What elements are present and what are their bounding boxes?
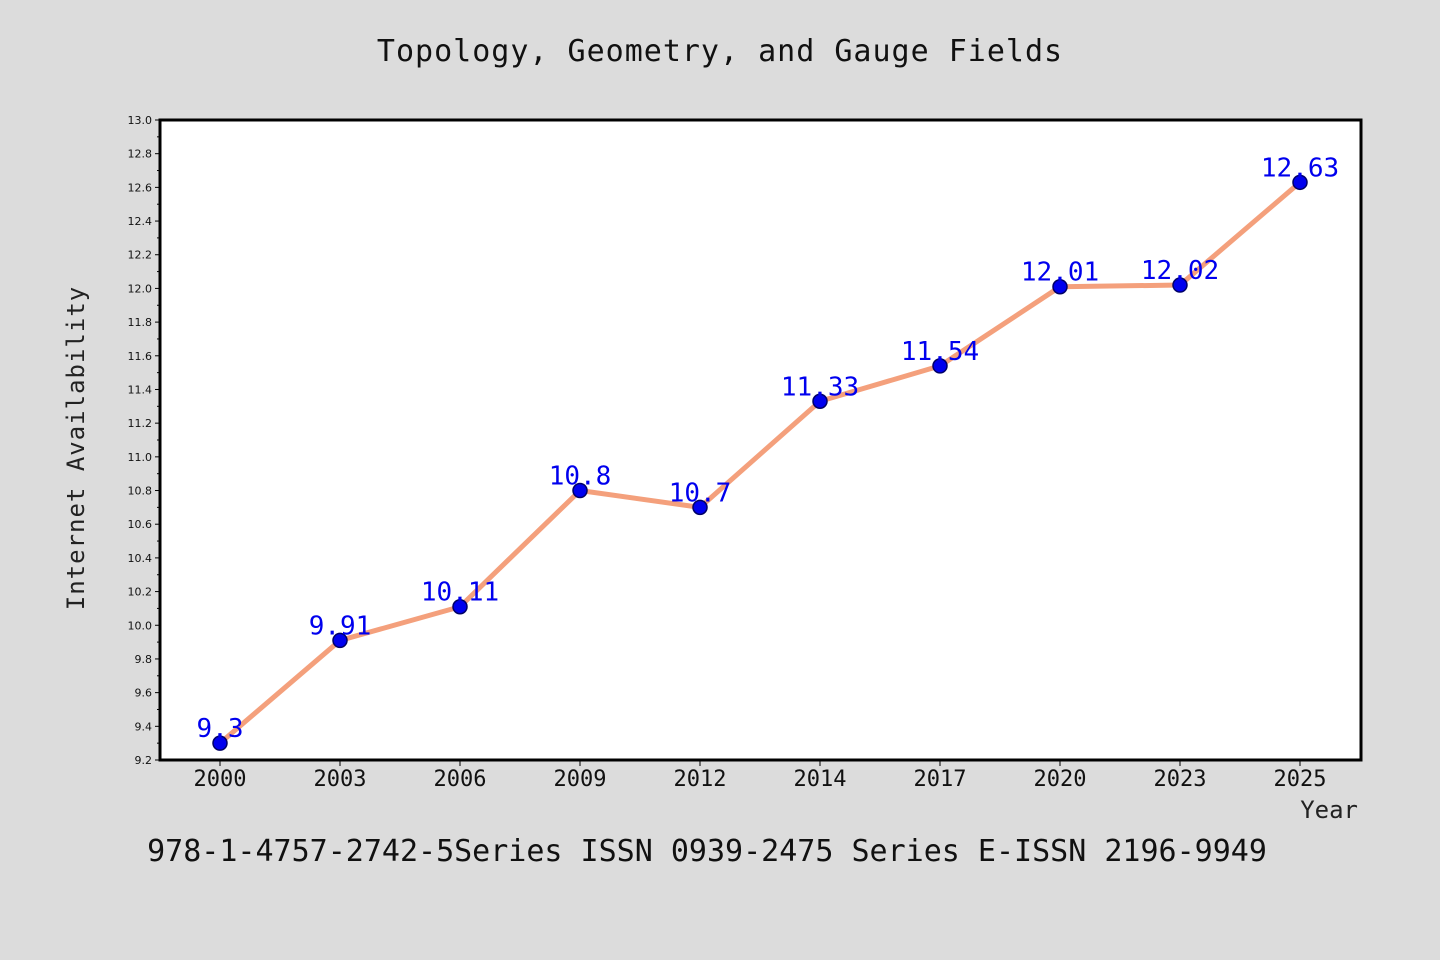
y-tick-label: 11.4 bbox=[128, 383, 153, 396]
y-tick-label: 12.8 bbox=[128, 148, 153, 161]
data-point-marker bbox=[692, 499, 708, 516]
data-point-marker bbox=[812, 393, 828, 410]
x-tick-label: 2017 bbox=[914, 767, 967, 792]
series-line bbox=[217, 179, 1303, 746]
chart-title: Topology, Geometry, and Gauge Fields bbox=[376, 34, 1064, 69]
x-tick-label: 2014 bbox=[794, 767, 847, 792]
data-label: 10.7 bbox=[669, 478, 732, 508]
data-point-marker bbox=[932, 358, 948, 374]
x-tick-label: 2023 bbox=[1154, 767, 1207, 792]
data-point-marker bbox=[212, 735, 228, 751]
y-tick-label: 12.2 bbox=[128, 249, 153, 262]
data-point-marker bbox=[1052, 278, 1068, 295]
data-label: 9.91 bbox=[309, 611, 372, 641]
x-tick-label: 2020 bbox=[1034, 767, 1087, 792]
data-point-marker bbox=[572, 482, 588, 499]
x-tick-label: 2025 bbox=[1274, 767, 1327, 792]
data-label: 9.3 bbox=[197, 714, 244, 744]
x-tick-label: 2012 bbox=[674, 767, 727, 792]
y-tick-label: 11.6 bbox=[128, 350, 153, 363]
y-tick-label: 9.6 bbox=[135, 687, 153, 700]
data-point-marker bbox=[332, 632, 348, 649]
y-tick-label: 10.6 bbox=[128, 518, 153, 531]
y-tick-label: 9.8 bbox=[135, 653, 153, 666]
y-tick-label: 11.0 bbox=[128, 451, 153, 464]
y-tick-label: 9.4 bbox=[135, 720, 153, 733]
x-tick-label: 2009 bbox=[554, 767, 607, 792]
x-tick-label: 2006 bbox=[434, 767, 487, 792]
data-point-marker bbox=[452, 598, 468, 615]
data-label: 12.02 bbox=[1141, 256, 1219, 286]
y-tick-label: 9.2 bbox=[135, 754, 153, 767]
y-tick-label: 13.0 bbox=[128, 114, 153, 127]
x-tick-label: 2003 bbox=[314, 767, 367, 792]
data-point-marker bbox=[1292, 174, 1308, 191]
x-tick-label: 2000 bbox=[194, 767, 247, 792]
y-tick-label: 10.0 bbox=[128, 619, 153, 632]
y-tick-label: 12.4 bbox=[128, 215, 153, 228]
data-label: 12.01 bbox=[1021, 258, 1099, 288]
y-tick-label: 12.0 bbox=[128, 282, 153, 295]
data-label: 11.33 bbox=[781, 372, 859, 402]
data-label: 12.63 bbox=[1261, 153, 1339, 183]
y-tick-label: 11.8 bbox=[128, 316, 153, 329]
y-tick-label: 10.2 bbox=[128, 586, 153, 599]
data-point-marker bbox=[1172, 277, 1188, 293]
isbn-issn-footer: 978-1-4757-2742-5Series ISSN 0939-2475 S… bbox=[147, 834, 1267, 869]
y-tick-label: 12.6 bbox=[128, 181, 153, 194]
y-tick-label: 10.4 bbox=[128, 552, 153, 565]
y-tick-label: 10.8 bbox=[128, 485, 153, 498]
y-tick-label: 11.2 bbox=[128, 417, 153, 430]
x-axis-label: Year bbox=[1300, 796, 1358, 824]
plot-area bbox=[158, 118, 1363, 762]
data-label: 10.8 bbox=[549, 462, 612, 492]
data-label: 11.54 bbox=[901, 337, 979, 367]
data-label: 10.11 bbox=[421, 578, 499, 608]
